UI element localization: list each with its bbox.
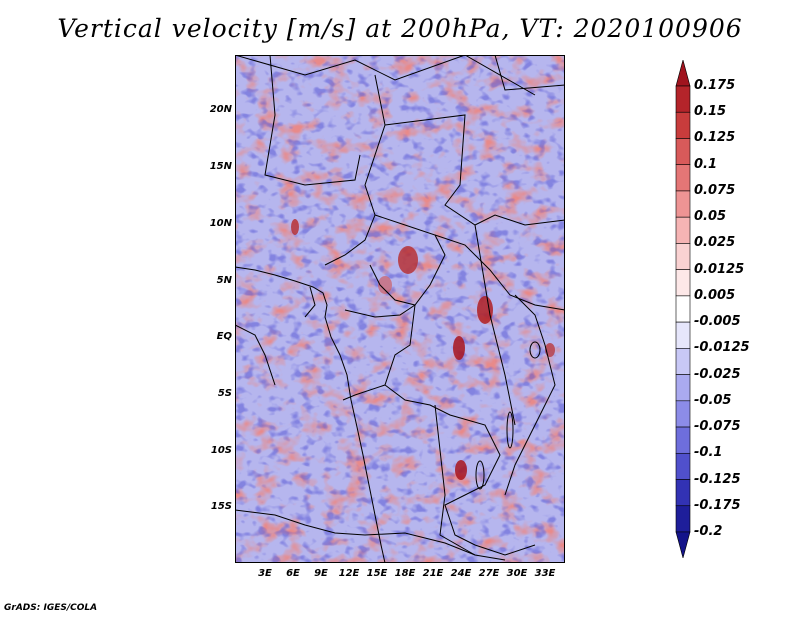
- colorbar-label: 0.15: [694, 104, 727, 120]
- colorbar-label: -0.05: [694, 392, 732, 408]
- colorbar-label: 0.025: [694, 235, 736, 251]
- lat-tick-label: 20N: [209, 104, 232, 115]
- colorbar-label: -0.0125: [694, 340, 750, 356]
- colorbar-bin: [675, 531, 691, 558]
- colorbar-label: -0.175: [694, 497, 741, 513]
- lat-tick-label: 10S: [210, 445, 232, 456]
- colorbar-bin: [675, 111, 691, 139]
- colorbar-bin: [675, 400, 691, 428]
- colorbar-label: -0.1: [694, 445, 723, 461]
- colorbar-label: -0.125: [694, 471, 741, 487]
- colorbar-label: 0.125: [694, 130, 736, 146]
- lon-tick-label: 6E: [286, 568, 300, 579]
- colorbar-label: -0.025: [694, 366, 741, 382]
- colorbar-label: -0.075: [694, 419, 741, 435]
- lon-tick-label: 30E: [506, 568, 528, 579]
- vertical-velocity-field: [234, 54, 566, 564]
- colorbar-label: 0.005: [694, 287, 736, 303]
- colorbar-label: 0.075: [694, 182, 736, 198]
- strong-updraft-cells: [291, 219, 555, 480]
- country-borders: [234, 54, 566, 564]
- lat-tick-label: 5N: [216, 275, 232, 286]
- lon-tick-label: 12E: [338, 568, 360, 579]
- map-frame: [235, 55, 565, 563]
- lon-tick-label: 21E: [422, 568, 444, 579]
- colorbar-bin: [675, 216, 691, 244]
- descent-pattern: [235, 55, 565, 563]
- lon-tick-label: 27E: [478, 568, 500, 579]
- lon-tick-label: 33E: [534, 568, 556, 579]
- colorbar-bin: [675, 452, 691, 480]
- lat-tick-label: 15S: [210, 501, 232, 512]
- lat-tick-label: 5S: [217, 388, 232, 399]
- lat-tick-label: 10N: [209, 218, 232, 229]
- colorbar-label: 0.175: [694, 78, 736, 93]
- lon-tick-label: 15E: [366, 568, 388, 579]
- colorbar-bin: [675, 243, 691, 270]
- colorbar-label: 0.0125: [694, 261, 745, 277]
- colorbar-label: -0.005: [694, 314, 741, 330]
- lon-tick-label: 3E: [258, 568, 272, 579]
- map-panel: [234, 54, 566, 564]
- lat-tick-label: 15N: [209, 161, 232, 172]
- colorbar-bin: [675, 479, 691, 507]
- colorbar-bin: [675, 374, 691, 402]
- colorbar-label: -0.2: [694, 524, 723, 539]
- lat-tick-label: EQ: [216, 331, 232, 342]
- lon-tick-label: 9E: [314, 568, 328, 579]
- colorbar-bin: [675, 321, 691, 349]
- colorbar: [675, 60, 691, 558]
- colorbar-bin: [675, 60, 691, 87]
- grads-credit: GrADS: IGES/COLA: [4, 603, 98, 613]
- lon-tick-label: 18E: [394, 568, 416, 579]
- colorbar-bin: [675, 295, 691, 323]
- lon-tick-label: 24E: [450, 568, 472, 579]
- colorbar-bin: [675, 348, 691, 375]
- colorbar-bin: [675, 426, 691, 454]
- colorbar-bin: [675, 85, 691, 113]
- colorbar-bin: [675, 269, 691, 297]
- colorbar-bin: [675, 164, 691, 192]
- colorbar-bin: [675, 190, 691, 218]
- colorbar-label: 0.1: [694, 156, 718, 172]
- map-title: Vertical velocity [m/s] at 200hPa, VT: 2…: [57, 14, 743, 43]
- colorbar-bin: [675, 138, 691, 166]
- colorbar-bin: [675, 505, 691, 533]
- lake-outlines: [475, 341, 541, 490]
- colorbar-label: 0.05: [694, 209, 727, 225]
